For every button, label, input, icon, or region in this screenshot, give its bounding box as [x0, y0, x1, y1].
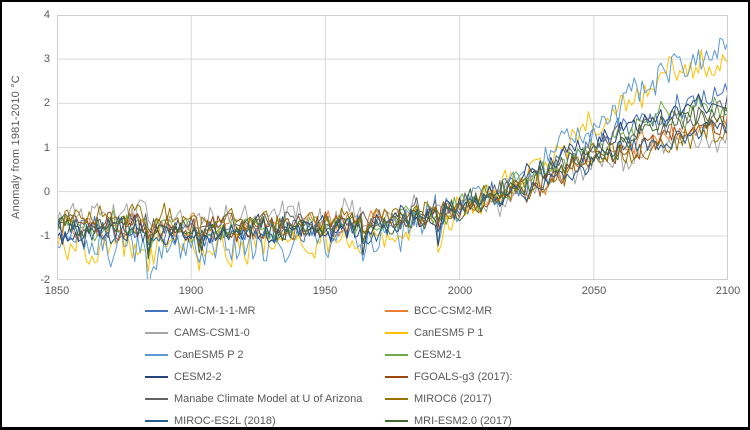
legend-label: AWI-CM-1-1-MR [174, 305, 256, 317]
legend-item: MIROC-ES2L (2018) [145, 410, 276, 427]
legend-line-swatch [145, 354, 168, 356]
x-tick-label: 1900 [178, 285, 204, 297]
legend-item: MIROC6 (2017) [385, 388, 492, 410]
chart-canvas [57, 15, 728, 280]
x-tick-label: 1950 [312, 285, 338, 297]
legend-line-swatch [385, 376, 408, 378]
legend-line-swatch [385, 310, 408, 312]
legend-item: BCC-CSM2-MR [385, 300, 492, 322]
legend-label: FGOALS-g3 (2017): [414, 371, 513, 383]
series-line [57, 48, 728, 272]
plot-area [57, 15, 728, 280]
legend-label: CESM2-1 [414, 349, 462, 361]
series-line [57, 96, 728, 249]
legend-label: CanESM5 P 1 [414, 327, 484, 339]
x-tick-label: 2000 [447, 285, 473, 297]
x-tick-label: 1850 [44, 285, 70, 297]
legend-item: AWI-CM-1-1-MR [145, 300, 255, 322]
legend-item: MRI-ESM2.0 (2017) [385, 410, 512, 427]
legend-line-swatch [145, 420, 168, 422]
legend-item: CESM2-1 [385, 344, 462, 366]
y-tick-label: -1 [40, 230, 50, 242]
series-line [57, 100, 728, 239]
legend-item: CanESM5 P 2 [145, 344, 244, 366]
legend-line-swatch [385, 354, 408, 356]
legend-item: CAMS-CSM1-0 [145, 322, 250, 344]
legend-item: Manabe Climate Model at U of Arizona [145, 388, 362, 410]
legend-label: CanESM5 P 2 [174, 349, 244, 361]
legend-line-swatch [385, 398, 408, 400]
series-line [57, 116, 728, 241]
legend-label: MRI-ESM2.0 (2017) [414, 415, 512, 427]
y-tick-label: 2 [43, 97, 50, 109]
series-line [57, 105, 728, 260]
legend-item: FGOALS-g3 (2017): [385, 366, 512, 388]
x-tick-label: 2100 [715, 285, 741, 297]
legend-line-swatch [385, 332, 408, 334]
legend-line-swatch [385, 420, 408, 422]
legend-label: MIROC6 (2017) [414, 393, 492, 405]
legend-label: MIROC-ES2L (2018) [174, 415, 276, 427]
series-line [57, 126, 728, 239]
legend-line-swatch [145, 310, 168, 312]
y-tick-label: 3 [43, 53, 50, 65]
legend-line-swatch [145, 398, 168, 400]
legend-item: CESM2-2 [145, 366, 222, 388]
legend-line-swatch [145, 332, 168, 334]
y-tick-label: 0 [43, 186, 50, 198]
legend-item: CanESM5 P 1 [385, 322, 484, 344]
legend-label: CESM2-2 [174, 371, 222, 383]
x-tick-label: 2050 [581, 285, 607, 297]
y-tick-label: -2 [40, 274, 50, 286]
legend-line-swatch [145, 376, 168, 378]
legend-label: CAMS-CSM1-0 [174, 327, 250, 339]
legend-label: BCC-CSM2-MR [414, 305, 493, 317]
chart-legend: AWI-CM-1-1-MR BCC-CSM2-MR CAMS-CSM1-0 Ca… [2, 298, 748, 427]
series-line [57, 37, 728, 280]
legend-label: Manabe Climate Model at U of Arizona [174, 393, 363, 405]
y-tick-label: 1 [43, 142, 50, 154]
y-tick-label: 4 [43, 9, 50, 21]
